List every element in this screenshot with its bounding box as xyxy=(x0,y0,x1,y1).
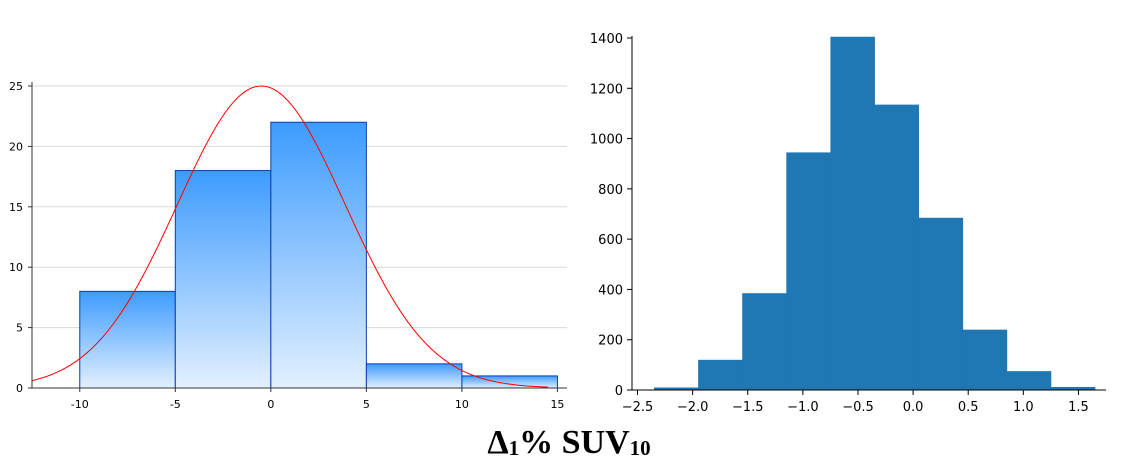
left-y-tick-label: 0 xyxy=(16,382,23,395)
right-histogram-bar xyxy=(1006,371,1052,390)
right-x-tick-label: 1.5 xyxy=(1068,400,1089,415)
left-x-tick-label: -5 xyxy=(170,398,181,411)
right-x-tick-label: 0.5 xyxy=(958,400,979,415)
left-y-tick-label: 20 xyxy=(9,140,23,153)
left-y-tick-label: 25 xyxy=(9,80,23,93)
right-x-tick-label: 1.0 xyxy=(1013,400,1034,415)
right-y-tick-label: 600 xyxy=(598,233,623,248)
right-y-tick-label: 1000 xyxy=(590,133,623,148)
right-y-tick-label: 0 xyxy=(615,384,623,399)
left-x-tick-label: 15 xyxy=(550,398,564,411)
left-histogram-bar xyxy=(79,290,176,389)
right-x-tick-label: −1.0 xyxy=(787,400,819,415)
left-histogram-bar xyxy=(270,121,367,389)
right-x-tick-label: 0.0 xyxy=(903,400,924,415)
left-y-tick-label: 10 xyxy=(9,261,23,274)
right-y-tick-label: 800 xyxy=(598,183,623,198)
right-histogram-bar xyxy=(654,387,699,390)
caption-delta: Δ xyxy=(487,424,509,461)
right-x-tick-label: −1.5 xyxy=(732,400,764,415)
left-x-tick-label: 10 xyxy=(455,398,469,411)
left-x-tick-label: 5 xyxy=(363,398,370,411)
left-histogram-bar xyxy=(174,170,272,389)
right-x-tick-label: −2.5 xyxy=(622,400,654,415)
right-x-tick-label: −0.5 xyxy=(842,400,874,415)
left-normal-curve xyxy=(31,85,548,388)
right-x-tick-label: −2.0 xyxy=(677,400,709,415)
right-histogram-bar xyxy=(698,359,743,390)
left-x-tick-label: -10 xyxy=(71,398,89,411)
right-histogram-bar xyxy=(1050,386,1096,390)
right-histogram-bar xyxy=(918,217,964,390)
right-histogram-bar xyxy=(742,293,787,390)
right-histogram-chart: 0 200 400 600 800 1000 1200 1400 −2.5 −2.0 −1.5 −1.… xyxy=(590,32,1106,415)
left-histogram-bar xyxy=(365,363,463,389)
left-histogram-bar xyxy=(461,375,558,389)
right-y-tick-label: 1400 xyxy=(590,32,623,47)
left-x-tick-label: 0 xyxy=(267,398,274,411)
caption-subscript-1: 1 xyxy=(508,436,520,460)
right-y-tick-label: 1200 xyxy=(590,82,623,97)
right-histogram-bar xyxy=(874,104,920,390)
caption-suv: % SUV xyxy=(519,424,630,461)
left-y-tick-label: 5 xyxy=(16,322,23,335)
left-histogram-chart: 0 5 10 15 20 25 -10 -5 0 5 10 15 xyxy=(9,80,567,411)
left-y-tick-label: 15 xyxy=(9,201,23,214)
figure-caption: Δ1% SUV10 xyxy=(0,424,1138,462)
right-histogram-bar xyxy=(786,152,831,390)
right-histogram-bar xyxy=(830,36,875,390)
right-y-tick-label: 400 xyxy=(598,283,623,298)
caption-subscript-10: 10 xyxy=(629,436,651,460)
right-y-tick-label: 200 xyxy=(598,334,623,349)
right-histogram-bar xyxy=(962,329,1008,390)
